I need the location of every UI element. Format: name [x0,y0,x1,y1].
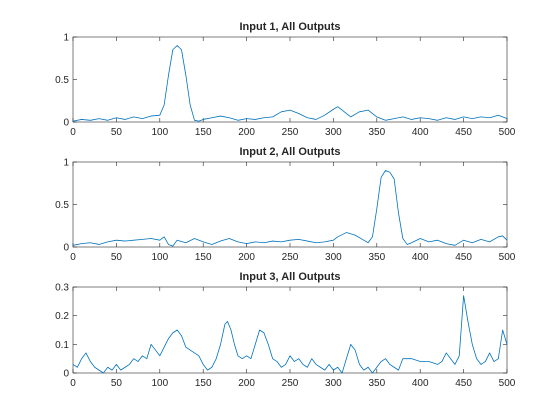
subplot-2-y-tick-label: 1 [63,158,69,169]
subplot-3-y-tick-label: 0 [63,369,69,380]
subplot-1-x-tick-label: 200 [238,127,255,138]
subplot-3-x-tick-label: 50 [111,378,123,389]
subplot-2-y-tick-label: 0 [63,243,69,254]
subplot-2-ticks: 0 50 100 150 200 250 300 350 400 450 500 0 0.5 1 [55,158,516,264]
subplot-3-title: Input 3, All Outputs [239,271,340,283]
subplot-3-series-line [72,295,508,374]
subplot-3-x-tick-label: 350 [368,378,385,389]
subplot-1-ticks: 0 50 100 150 200 250 300 350 400 450 500 0 0.5 1 [55,33,516,139]
subplot-1-x-tick-label: 50 [111,127,123,138]
subplot-3-x-tick-label: 400 [412,378,429,389]
subplot-3-y-tick-label: 0.1 [55,340,69,351]
subplot-1-y-tick-label: 1 [63,33,69,44]
subplot-2-x-tick-label: 300 [325,252,342,263]
subplot-1: Input 1, All Outputs 0 50 100 150 200 250 300 3… [55,21,516,138]
subplot-2-title: Input 2, All Outputs [239,146,340,158]
subplot-2-x-tick-label: 500 [499,252,516,263]
subplot-3-axes [72,286,508,374]
subplot-1-x-tick-label: 250 [282,127,299,138]
subplot-1-x-tick-label: 300 [325,127,342,138]
subplot-2-series-line [72,170,508,247]
subplot-2-x-tick-label: 200 [238,252,255,263]
subplot-3-x-tick-label: 0 [70,378,76,389]
subplot-2-x-tick-label: 250 [282,252,299,263]
subplot-2-x-tick-label: 400 [412,252,429,263]
subplot-3-x-tick-label: 100 [151,378,168,389]
subplot-3-x-tick-label: 200 [238,378,255,389]
subplot-1-title: Input 1, All Outputs [239,21,340,33]
subplot-1-x-tick-label: 450 [455,127,472,138]
subplot-2-x-tick-label: 150 [195,252,212,263]
subplot-1-x-tick-label: 500 [499,127,516,138]
subplot-2-x-tick-label: 100 [151,252,168,263]
subplot-1-x-tick-label: 150 [195,127,212,138]
subplot-1-x-tick-label: 0 [70,127,76,138]
subplot-3-x-tick-label: 250 [282,378,299,389]
subplot-2: Input 2, All Outputs 0 50 100 150 200 250 300 3… [55,146,516,263]
subplot-1-axes [72,36,508,123]
subplot-2-y-tick-label: 0.5 [55,200,69,211]
subplot-3-x-tick-label: 450 [455,378,472,389]
subplot-3-ticks: 0 50 100 150 200 250 300 350 400 450 500 0 0.1 0.2 0.3 [55,283,516,390]
subplot-2-x-tick-label: 450 [455,252,472,263]
subplot-1-y-tick-label: 0 [63,118,69,129]
subplot-3-y-tick-label: 0.2 [55,311,69,322]
subplot-3-x-tick-label: 500 [499,378,516,389]
subplot-2-axes [72,161,508,248]
subplot-3: Input 3, All Outputs 0 50 100 150 200 250 300 3… [55,271,516,389]
subplot-3-y-tick-label: 0.3 [55,283,69,294]
subplot-1-x-tick-label: 100 [151,127,168,138]
subplot-3-x-tick-label: 150 [195,378,212,389]
subplot-3-x-tick-label: 300 [325,378,342,389]
subplot-1-y-tick-label: 0.5 [55,75,69,86]
subplot-2-x-tick-label: 0 [70,252,76,263]
subplot-1-x-tick-label: 350 [368,127,385,138]
subplot-2-x-tick-label: 50 [111,252,123,263]
subplot-1-x-tick-label: 400 [412,127,429,138]
subplot-1-series-line [72,45,508,122]
subplot-2-x-tick-label: 350 [368,252,385,263]
